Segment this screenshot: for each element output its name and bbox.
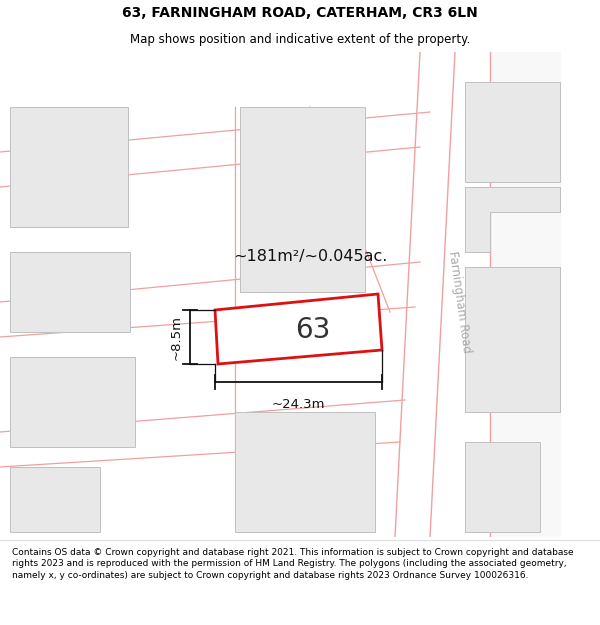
Polygon shape xyxy=(215,294,382,364)
Polygon shape xyxy=(395,52,455,537)
Polygon shape xyxy=(10,252,130,332)
Text: ~24.3m: ~24.3m xyxy=(272,398,325,411)
Text: Contains OS data © Crown copyright and database right 2021. This information is : Contains OS data © Crown copyright and d… xyxy=(12,548,574,580)
Polygon shape xyxy=(465,267,560,412)
Polygon shape xyxy=(10,107,128,227)
Text: ~8.5m: ~8.5m xyxy=(170,314,182,359)
Text: 63, FARNINGHAM ROAD, CATERHAM, CR3 6LN: 63, FARNINGHAM ROAD, CATERHAM, CR3 6LN xyxy=(122,6,478,20)
Polygon shape xyxy=(10,357,135,447)
Text: Farningham Road: Farningham Road xyxy=(446,250,473,354)
Polygon shape xyxy=(235,412,375,532)
Text: 63: 63 xyxy=(296,316,331,344)
Polygon shape xyxy=(240,107,365,292)
Polygon shape xyxy=(465,442,540,532)
Polygon shape xyxy=(10,467,100,532)
Polygon shape xyxy=(465,187,560,252)
Text: ~181m²/~0.045ac.: ~181m²/~0.045ac. xyxy=(233,249,387,264)
Polygon shape xyxy=(465,82,560,182)
Polygon shape xyxy=(490,52,560,537)
Text: Map shows position and indicative extent of the property.: Map shows position and indicative extent… xyxy=(130,32,470,46)
